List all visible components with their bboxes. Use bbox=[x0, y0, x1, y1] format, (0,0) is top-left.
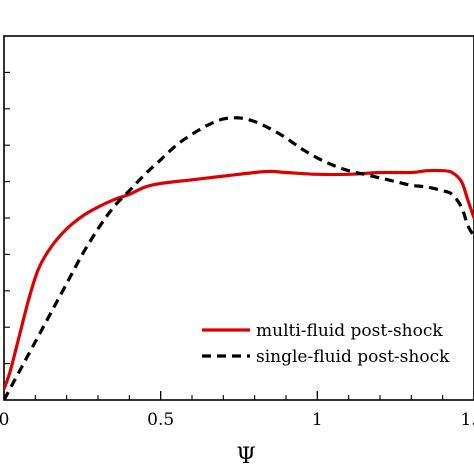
series-layer bbox=[4, 116, 474, 400]
minor-ticks bbox=[3, 71, 474, 400]
legend-label: single-fluid post-shock bbox=[256, 347, 450, 367]
x-tick-label: 0.5 bbox=[147, 410, 174, 430]
plot-frame bbox=[3, 35, 474, 401]
series-line-multi-fluid bbox=[4, 168, 474, 390]
legend: multi-fluid post-shock single-fluid post-… bbox=[202, 321, 450, 367]
series-line-single-fluid bbox=[4, 116, 474, 400]
x-tick-labels: 0 0.5 1 1.5 bbox=[0, 410, 474, 430]
x-tick-label: 1.5 bbox=[460, 410, 474, 430]
x-tick-label: 1 bbox=[312, 410, 323, 430]
x-axis-title: Ψ bbox=[236, 444, 255, 469]
x-tick-label: 0 bbox=[0, 410, 9, 430]
legend-label: multi-fluid post-shock bbox=[256, 321, 443, 341]
